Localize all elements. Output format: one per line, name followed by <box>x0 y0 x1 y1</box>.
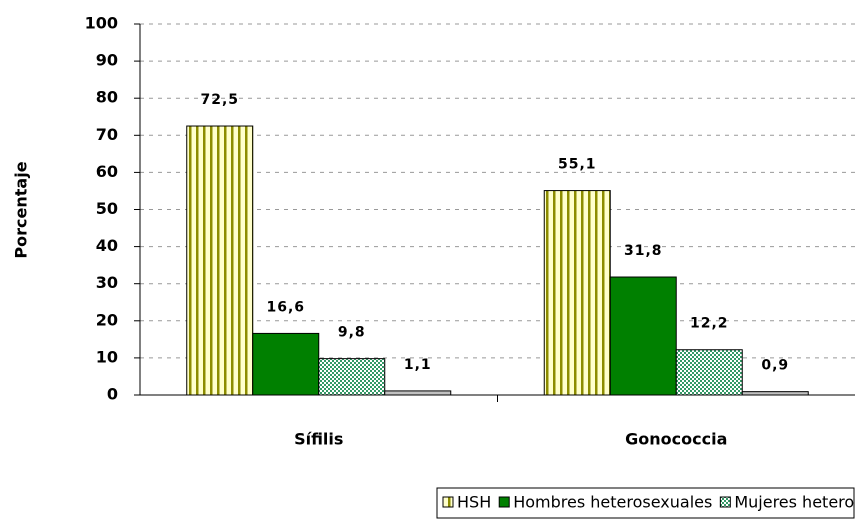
y-tick-label: 100 <box>85 14 118 33</box>
bar <box>543 190 611 396</box>
data-label: 31,8 <box>624 243 663 259</box>
legend: HSH Hombres heterosexuales Mujeres heteros… <box>436 487 855 519</box>
y-tick-label: 30 <box>96 273 118 292</box>
y-tick-label: 0 <box>107 385 118 404</box>
legend-swatch <box>442 496 454 508</box>
bar <box>186 125 254 396</box>
x-tick-label: Gonococcia <box>625 430 727 449</box>
bar <box>252 332 320 396</box>
y-tick-label: 40 <box>96 236 118 255</box>
y-axis-label: Porcentaje <box>12 161 31 258</box>
legend-swatch <box>498 496 510 508</box>
y-tick-label: 90 <box>96 51 118 70</box>
x-tick-label: Sífilis <box>294 430 343 449</box>
bar <box>609 276 677 396</box>
data-label: 16,6 <box>266 299 305 315</box>
y-tick-label: 60 <box>96 162 118 181</box>
data-label: 72,5 <box>200 92 239 108</box>
data-label: 1,1 <box>404 357 432 373</box>
bar <box>675 349 743 396</box>
data-label: 0,9 <box>761 358 789 374</box>
y-tick-label: 50 <box>96 199 118 218</box>
data-label: 9,8 <box>338 325 366 341</box>
y-tick-label: 70 <box>96 125 118 144</box>
data-label: 12,2 <box>690 316 729 332</box>
legend-label: Mujeres heterosexuales <box>734 493 855 512</box>
legend-label: HSH <box>457 493 491 512</box>
y-tick-label: 80 <box>96 88 118 107</box>
data-label: 55,1 <box>558 157 597 173</box>
y-tick-label: 20 <box>96 310 118 329</box>
bar <box>741 391 809 396</box>
bar <box>384 390 452 396</box>
bar <box>318 358 386 396</box>
legend-label: Hombres heterosexuales <box>513 493 712 512</box>
legend-swatch <box>719 496 731 508</box>
y-tick-label: 10 <box>96 347 118 366</box>
